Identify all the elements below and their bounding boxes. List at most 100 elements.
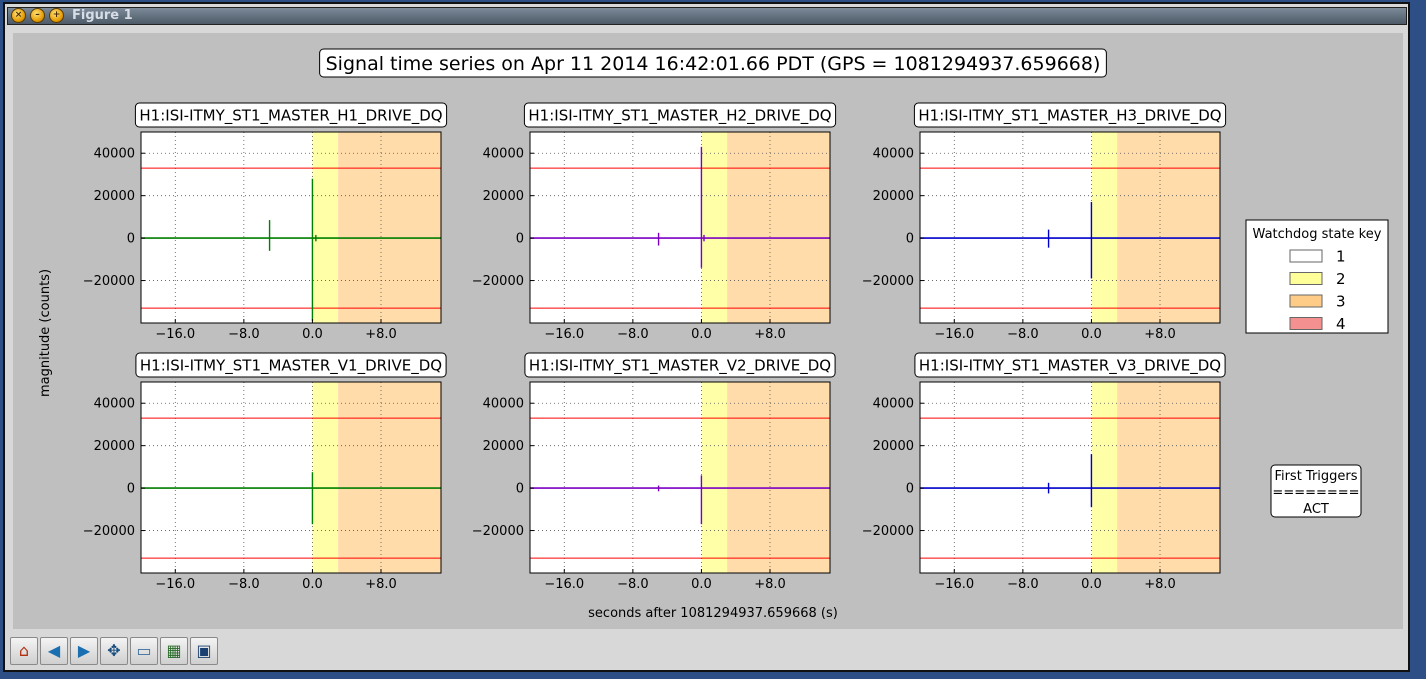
zoom-rect-icon: ▭ bbox=[136, 641, 152, 660]
panel-6-ytick-label: 40000 bbox=[873, 397, 914, 412]
panel-1-xtick-label: −8.0 bbox=[228, 327, 260, 342]
panel-4-state-band-2 bbox=[312, 382, 339, 573]
legend-title: Watchdog state key bbox=[1253, 227, 1382, 242]
panel-4-xtick-label: 0.0 bbox=[302, 577, 323, 592]
panel-1-state-band-3 bbox=[338, 132, 441, 323]
subplots-button[interactable]: ▦ bbox=[160, 637, 188, 665]
panel-1-state-band-2 bbox=[312, 132, 339, 323]
home-icon: ⌂ bbox=[18, 641, 30, 660]
panel-6-xtick-label: −8.0 bbox=[1007, 577, 1039, 592]
panel-5-xtick-label: −16.0 bbox=[544, 577, 584, 592]
panel-4-ytick-label: −20000 bbox=[83, 524, 135, 539]
panel-3-ytick-label: −20000 bbox=[862, 274, 914, 289]
panel-2-title-box bbox=[523, 102, 837, 128]
panel-4-ytick-label: 40000 bbox=[94, 397, 135, 412]
close-icon[interactable]: × bbox=[11, 8, 26, 23]
panel-3-frame bbox=[919, 131, 1221, 324]
panel-3-state-band-2 bbox=[1091, 132, 1118, 323]
panel-2-ytick-label: 20000 bbox=[483, 189, 524, 204]
panel-3-ytick-label: 40000 bbox=[873, 147, 914, 162]
panel-1-title-box bbox=[134, 102, 448, 128]
subplots-icon: ▦ bbox=[166, 641, 182, 660]
panel-1-title: H1:ISI-ITMY_ST1_MASTER_H1_DRIVE_DQ bbox=[139, 106, 442, 125]
panel-5-ytick-label: 20000 bbox=[483, 439, 524, 454]
panel-5-frame bbox=[529, 381, 831, 574]
panel-3-ytick-label: 20000 bbox=[873, 189, 914, 204]
panel-3-xtick-label: −8.0 bbox=[1007, 327, 1039, 342]
panel-5-ytick-label: 0 bbox=[516, 482, 524, 497]
panel-3-title-box bbox=[913, 102, 1227, 128]
panel-6-state-band-3 bbox=[1117, 382, 1220, 573]
maximize-icon[interactable]: + bbox=[49, 8, 64, 23]
panel-1-xtick-label: 0.0 bbox=[302, 327, 323, 342]
save-button[interactable]: ▣ bbox=[190, 637, 218, 665]
save-icon: ▣ bbox=[196, 641, 212, 660]
first-triggers-line-1: First Triggers bbox=[1274, 469, 1357, 484]
panel-4-ytick-label: 20000 bbox=[94, 439, 135, 454]
panel-6-title: H1:ISI-ITMY_ST1_MASTER_V3_DRIVE_DQ bbox=[919, 356, 1221, 375]
panel-2-frame bbox=[529, 131, 831, 324]
panel-1-ytick-label: −20000 bbox=[83, 274, 135, 289]
panel-2-xtick-label: −8.0 bbox=[617, 327, 649, 342]
panel-1-xtick-label: +8.0 bbox=[365, 327, 397, 342]
panel-5-xtick-label: −8.0 bbox=[617, 577, 649, 592]
panel-4-state-band-3 bbox=[338, 382, 441, 573]
panel-4-xtick-label: −8.0 bbox=[228, 577, 260, 592]
panel-3-state-band-3 bbox=[1117, 132, 1220, 323]
panel-2-ytick-label: 0 bbox=[516, 232, 524, 247]
panel-5-title-box bbox=[524, 352, 836, 378]
panel-5-xtick-label: +8.0 bbox=[754, 577, 786, 592]
pan-button[interactable]: ✥ bbox=[100, 637, 128, 665]
panel-2-state-band-3 bbox=[727, 132, 830, 323]
panel-3-xtick-label: +8.0 bbox=[1144, 327, 1176, 342]
legend-label-1: 1 bbox=[1336, 248, 1346, 266]
y-axis-label: magnitude (counts) bbox=[38, 269, 53, 397]
panel-6-title-box bbox=[914, 352, 1226, 378]
panel-2-state-band-2 bbox=[701, 132, 728, 323]
minimize-icon[interactable]: – bbox=[30, 8, 45, 23]
panel-5-state-band-3 bbox=[727, 382, 830, 573]
panel-1-ytick-label: 20000 bbox=[94, 189, 135, 204]
panel-6-state-band-2 bbox=[1091, 382, 1118, 573]
legend-swatch-3 bbox=[1289, 294, 1323, 308]
pan-icon: ✥ bbox=[107, 641, 121, 660]
first-triggers-line-3: ACT bbox=[1303, 502, 1329, 517]
panel-6-xtick-label: 0.0 bbox=[1081, 577, 1102, 592]
panel-4-title-box bbox=[135, 352, 447, 378]
panel-2-title: H1:ISI-ITMY_ST1_MASTER_H2_DRIVE_DQ bbox=[528, 106, 831, 125]
panel-1-xtick-label: −16.0 bbox=[155, 327, 195, 342]
panel-2-ytick-label: −20000 bbox=[472, 274, 524, 289]
panel-4-frame bbox=[140, 381, 442, 574]
back-button[interactable]: ◀ bbox=[40, 637, 68, 665]
panel-1-ytick-label: 40000 bbox=[94, 147, 135, 162]
panel-5-ytick-label: −20000 bbox=[472, 524, 524, 539]
forward-button[interactable]: ▶ bbox=[70, 637, 98, 665]
window-title: Figure 1 bbox=[72, 8, 133, 23]
panel-5-title: H1:ISI-ITMY_ST1_MASTER_V2_DRIVE_DQ bbox=[529, 356, 831, 375]
chart-title-box bbox=[319, 48, 1107, 78]
panel-1-frame bbox=[140, 131, 442, 324]
legend-label-2: 2 bbox=[1336, 270, 1346, 288]
figure-window: × – + Figure 1 Signal time series on Apr… bbox=[3, 2, 1410, 672]
chart-svg: Signal time series on Apr 11 2014 16:42:… bbox=[38, 48, 1389, 621]
panel-3-xtick-label: 0.0 bbox=[1081, 327, 1102, 342]
panel-2-ytick-label: 40000 bbox=[483, 147, 524, 162]
navigation-toolbar: ⌂ ◀ ▶ ✥ ▭ ▦ ▣ bbox=[10, 637, 610, 667]
panel-3-xtick-label: −16.0 bbox=[934, 327, 974, 342]
first-triggers-box bbox=[1270, 464, 1362, 518]
figure-canvas[interactable]: Signal time series on Apr 11 2014 16:42:… bbox=[13, 33, 1403, 629]
panel-6-ytick-label: −20000 bbox=[862, 524, 914, 539]
panel-5-ytick-label: 40000 bbox=[483, 397, 524, 412]
home-button[interactable]: ⌂ bbox=[10, 637, 38, 665]
window-titlebar[interactable]: × – + Figure 1 bbox=[7, 7, 1407, 25]
panel-6-xtick-label: −16.0 bbox=[934, 577, 974, 592]
panel-2-xtick-label: −16.0 bbox=[544, 327, 584, 342]
panel-4-title: H1:ISI-ITMY_ST1_MASTER_V1_DRIVE_DQ bbox=[140, 356, 442, 375]
panel-4-ytick-label: 0 bbox=[127, 482, 135, 497]
panel-5-state-band-2 bbox=[701, 382, 728, 573]
forward-arrow-icon: ▶ bbox=[77, 641, 91, 660]
panel-3-title: H1:ISI-ITMY_ST1_MASTER_H3_DRIVE_DQ bbox=[918, 106, 1221, 125]
panel-6-xtick-label: +8.0 bbox=[1144, 577, 1176, 592]
panel-3-ytick-label: 0 bbox=[906, 232, 914, 247]
zoom-button[interactable]: ▭ bbox=[130, 637, 158, 665]
